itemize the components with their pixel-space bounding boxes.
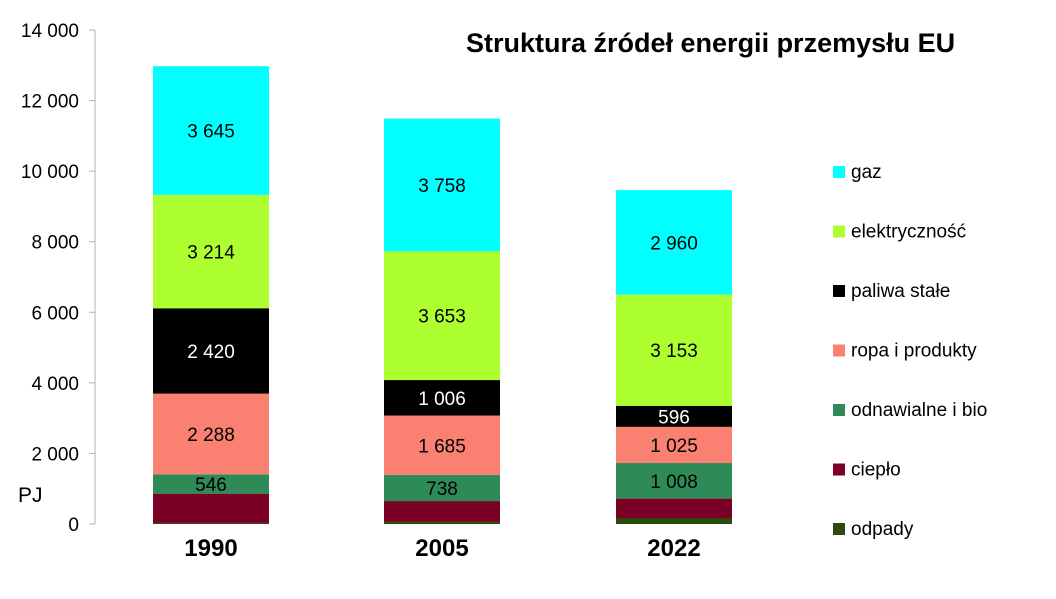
bar-segment (153, 194, 269, 309)
data-label: 3 758 (418, 176, 466, 197)
legend-swatch (833, 523, 845, 535)
bar-segment (616, 518, 732, 524)
bar-segment (384, 251, 500, 381)
bar-segment (153, 493, 269, 523)
y-tick-label: 2 000 (31, 444, 79, 465)
legend-swatch (833, 404, 845, 416)
data-label: 3 153 (650, 341, 698, 362)
legend-swatch (833, 463, 845, 476)
data-label: 1 006 (418, 389, 466, 410)
x-tick-label: 2022 (647, 535, 700, 562)
data-label: 2 960 (650, 233, 698, 254)
legend-swatch (833, 344, 845, 357)
x-tick-label: 1990 (184, 535, 237, 562)
data-label: 1 685 (418, 436, 466, 457)
data-label: 3 645 (187, 122, 235, 143)
y-tick-label: 6 000 (31, 303, 79, 324)
bar-segment (616, 294, 732, 406)
bar-segment (616, 498, 732, 519)
legend-entry: ciepło (851, 460, 901, 481)
bar-segment (384, 380, 500, 416)
bar-segment (153, 66, 269, 195)
y-tick-label: 12 000 (21, 92, 79, 113)
bar-segment (384, 521, 500, 524)
bar-segment (616, 463, 732, 499)
data-label: 738 (426, 479, 458, 500)
bar-segment (384, 501, 500, 522)
y-axis-label: PJ (18, 484, 43, 507)
y-tick-label: 4 000 (31, 374, 79, 395)
bar-segment (153, 308, 269, 394)
bar-segment (384, 415, 500, 476)
chart-title: Struktura źródeł energii przemysłu EU (466, 28, 956, 58)
data-label: 3 653 (418, 307, 466, 328)
legend-swatch (833, 225, 845, 238)
legend-entry: odnawialne i bio (851, 400, 987, 421)
y-tick-label: 8 000 (31, 233, 79, 254)
data-label: 596 (658, 407, 690, 428)
legend-entry: paliwa stałe (851, 281, 950, 302)
bar-segment (616, 190, 732, 295)
bar-segment (153, 393, 269, 475)
y-tick-label: 10 000 (21, 162, 79, 183)
bar-segment (153, 474, 269, 494)
legend-entry: gaz (851, 162, 882, 183)
bar-segment (384, 118, 500, 252)
bar-segment (384, 475, 500, 502)
data-label: 3 214 (187, 243, 235, 264)
x-tick-label: 2005 (415, 535, 468, 562)
legend-swatch (833, 166, 845, 178)
bar-segment (616, 405, 732, 427)
legend-entry: odpady (851, 519, 914, 540)
y-tick-label: 14 000 (21, 21, 79, 42)
data-label: 1 025 (650, 436, 698, 457)
data-label: 2 420 (187, 342, 235, 363)
bar-segment (616, 426, 732, 464)
data-label: 1 008 (650, 472, 698, 493)
legend-entry: elektryczność (851, 222, 966, 243)
data-label: 546 (195, 475, 227, 496)
legend-entry: ropa i produkty (851, 341, 977, 362)
data-label: 2 288 (187, 425, 235, 446)
legend-swatch (833, 285, 845, 297)
bar-segment (153, 522, 269, 524)
y-tick-label: 0 (68, 515, 79, 536)
